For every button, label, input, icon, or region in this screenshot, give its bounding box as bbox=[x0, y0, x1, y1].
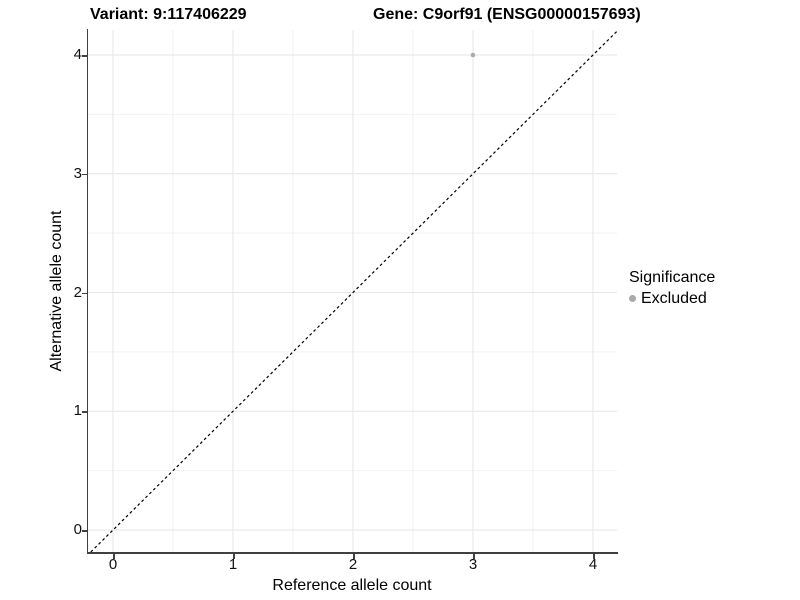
x-axis-line bbox=[86, 552, 618, 554]
x-tick-mark bbox=[113, 553, 115, 559]
x-tick-mark bbox=[473, 553, 475, 559]
y-tick-mark bbox=[81, 530, 87, 532]
x-tick-label: 3 bbox=[468, 556, 478, 573]
legend-key-dot-icon bbox=[629, 295, 636, 302]
y-tick-mark bbox=[81, 55, 87, 57]
legend-item-label: Excluded bbox=[641, 290, 707, 307]
y-tick-mark bbox=[81, 292, 87, 294]
legend-item-excluded: Excluded bbox=[629, 289, 715, 308]
y-tick-label: 4 bbox=[73, 46, 82, 63]
x-tick-label: 1 bbox=[228, 556, 238, 573]
plot-title-variant: Variant: 9:117406229 bbox=[90, 6, 247, 23]
x-tick-mark bbox=[233, 553, 235, 559]
data-point-excluded bbox=[470, 52, 476, 58]
y-tick-label: 3 bbox=[73, 164, 82, 182]
y-tick-mark bbox=[81, 173, 87, 176]
legend: Significance Excluded bbox=[629, 268, 715, 308]
x-tick-label: 0 bbox=[108, 556, 118, 573]
y-tick-mark bbox=[81, 411, 87, 413]
plot-title-gene: Gene: C9orf91 (ENSG00000157693) bbox=[373, 6, 641, 23]
x-tick-label: 2 bbox=[348, 556, 358, 573]
identity-reference-line bbox=[90, 29, 619, 553]
y-tick-label: 1 bbox=[73, 402, 82, 420]
y-tick-label: 2 bbox=[73, 283, 82, 301]
legend-title: Significance bbox=[629, 269, 716, 286]
x-tick-mark bbox=[353, 553, 355, 559]
y-axis-title: Alternative allele count bbox=[48, 210, 65, 372]
x-axis-title: Reference allele count bbox=[272, 577, 432, 594]
plot-panel bbox=[88, 29, 619, 553]
y-axis-line bbox=[86, 29, 88, 553]
x-tick-mark bbox=[593, 553, 595, 559]
y-tick-label: 0 bbox=[73, 521, 82, 538]
plot-canvas bbox=[88, 29, 619, 553]
x-tick-label: 4 bbox=[588, 556, 598, 573]
